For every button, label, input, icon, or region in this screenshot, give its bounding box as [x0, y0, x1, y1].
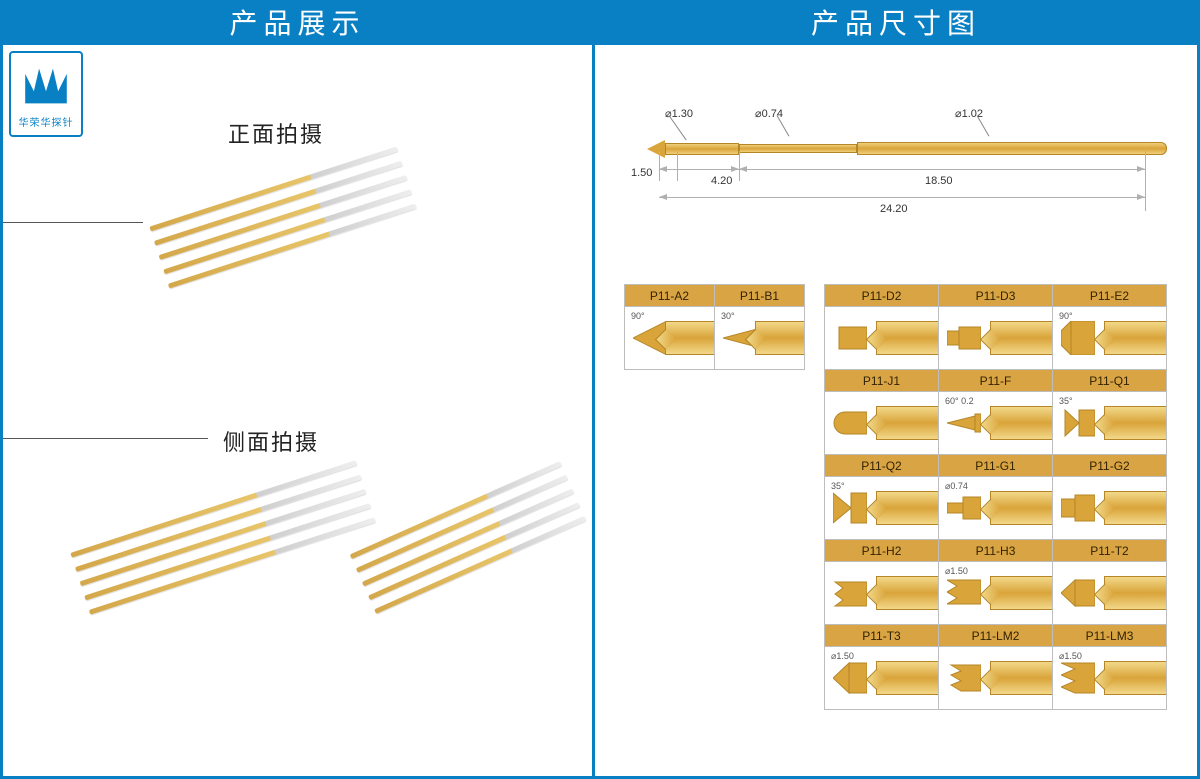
front-view-label: 正面拍摄	[228, 117, 324, 149]
tip-cell-P11-H2: P11-H2	[824, 539, 939, 625]
header-left: 产品展示	[3, 3, 592, 45]
tip-code: P11-J1	[825, 370, 938, 392]
tip-note: ⌀1.50	[1059, 651, 1082, 662]
tip-code: P11-LM3	[1053, 625, 1166, 647]
tip-note: 30°	[721, 311, 735, 321]
left-body: 华荣华探针 正面拍摄 侧面拍摄	[3, 45, 592, 776]
dim-ltip: 1.50	[631, 167, 652, 179]
tip-cell-P11-H3: P11-H3 ⌀1.50	[938, 539, 1053, 625]
tip-shape-icon	[947, 661, 985, 695]
tip-code: P11-D2	[825, 285, 938, 307]
dim-ltotal: 24.20	[880, 203, 908, 215]
tip-cell-P11-J1: P11-J1	[824, 369, 939, 455]
tip-code: P11-D3	[939, 285, 1052, 307]
side-view-label: 侧面拍摄	[223, 425, 319, 457]
tip-code: P11-B1	[715, 285, 804, 307]
tip-code: P11-G2	[1053, 455, 1166, 477]
front-pins	[146, 137, 420, 298]
side-pins-b	[346, 452, 591, 623]
tip-cell-P11-D2: P11-D2	[824, 284, 939, 370]
tip-code: P11-T2	[1053, 540, 1166, 562]
tip-shape-icon	[1061, 491, 1099, 525]
tip-code: P11-G1	[939, 455, 1052, 477]
tip-shape-icon	[1061, 406, 1099, 440]
tip-shape-icon	[947, 406, 985, 440]
tip-code: P11-H2	[825, 540, 938, 562]
brand-logo: 华荣华探针	[9, 51, 83, 137]
tip-code: P11-H3	[939, 540, 1052, 562]
dim-lbarrel: 18.50	[925, 175, 953, 187]
tip-shape-icon	[1061, 576, 1099, 610]
side-pins-a	[67, 451, 379, 625]
tip-code: P11-A2	[625, 285, 714, 307]
tip-code: P11-F	[939, 370, 1052, 392]
tip-cell-P11-LM3: P11-LM3 ⌀1.50	[1052, 624, 1167, 710]
tip-note: 90°	[631, 311, 645, 321]
tip-code: P11-E2	[1053, 285, 1166, 307]
tip-shape-icon	[833, 576, 871, 610]
tip-code: P11-LM2	[939, 625, 1052, 647]
tip-shape-icon	[947, 576, 985, 610]
tip-note: ⌀0.74	[945, 481, 968, 492]
tip-cell-P11-F: P11-F 60° 0.2	[938, 369, 1053, 455]
tip-cell-P11-T2: P11-T2	[1052, 539, 1167, 625]
tip-cell-P11-Q1: P11-Q1 35°	[1052, 369, 1167, 455]
tip-cell-P11-G1: P11-G1 ⌀0.74	[938, 454, 1053, 540]
dimension-diagram: ⌀1.30 ⌀0.74 ⌀1.02 1.50 4.20 18.50 2	[625, 115, 1167, 275]
tip-note: 35°	[831, 481, 845, 491]
tip-cell-P11-Q2: P11-Q2 35°	[824, 454, 939, 540]
divider-2	[3, 438, 208, 439]
tip-shape-icon	[833, 321, 871, 355]
tip-note: ⌀1.50	[945, 566, 968, 577]
tip-code: P11-Q1	[1053, 370, 1166, 392]
tip-note: 90°	[1059, 311, 1073, 321]
tip-tables: P11-A2 90° P11-B1 30° P11-D2 P11-D3 P11-…	[625, 285, 1167, 710]
probe-drawing	[647, 137, 1167, 161]
tip-cell-P11-E2: P11-E2 90°	[1052, 284, 1167, 370]
crown-icon	[20, 60, 72, 112]
right-body: ⌀1.30 ⌀0.74 ⌀1.02 1.50 4.20 18.50 2	[595, 45, 1197, 776]
tip-cell-P11-LM2: P11-LM2	[938, 624, 1053, 710]
tip-shape-icon	[1061, 321, 1099, 355]
tip-cell-P11-D3: P11-D3	[938, 284, 1053, 370]
tip-shape-icon	[947, 321, 985, 355]
tip-shape-icon	[833, 661, 871, 695]
divider-1	[3, 222, 143, 223]
tip-cell-P11-G2: P11-G2	[1052, 454, 1167, 540]
tip-note: 60° 0.2	[945, 396, 974, 406]
tip-shape-icon	[833, 491, 871, 525]
tip-note: 35°	[1059, 396, 1073, 406]
tip-cell-P11-A2: P11-A2 90°	[624, 284, 715, 370]
logo-text: 华荣华探针	[19, 114, 74, 129]
dim-lhead: 4.20	[711, 175, 732, 187]
tip-shape-icon	[1061, 661, 1099, 695]
tip-shape-icon	[833, 406, 871, 440]
header-right: 产品尺寸图	[595, 3, 1197, 45]
tip-cell-P11-B1: P11-B1 30°	[714, 284, 805, 370]
tip-code: P11-T3	[825, 625, 938, 647]
tip-cell-P11-T3: P11-T3 ⌀1.50	[824, 624, 939, 710]
tip-shape-icon	[947, 491, 985, 525]
tip-code: P11-Q2	[825, 455, 938, 477]
tip-note: ⌀1.50	[831, 651, 854, 662]
